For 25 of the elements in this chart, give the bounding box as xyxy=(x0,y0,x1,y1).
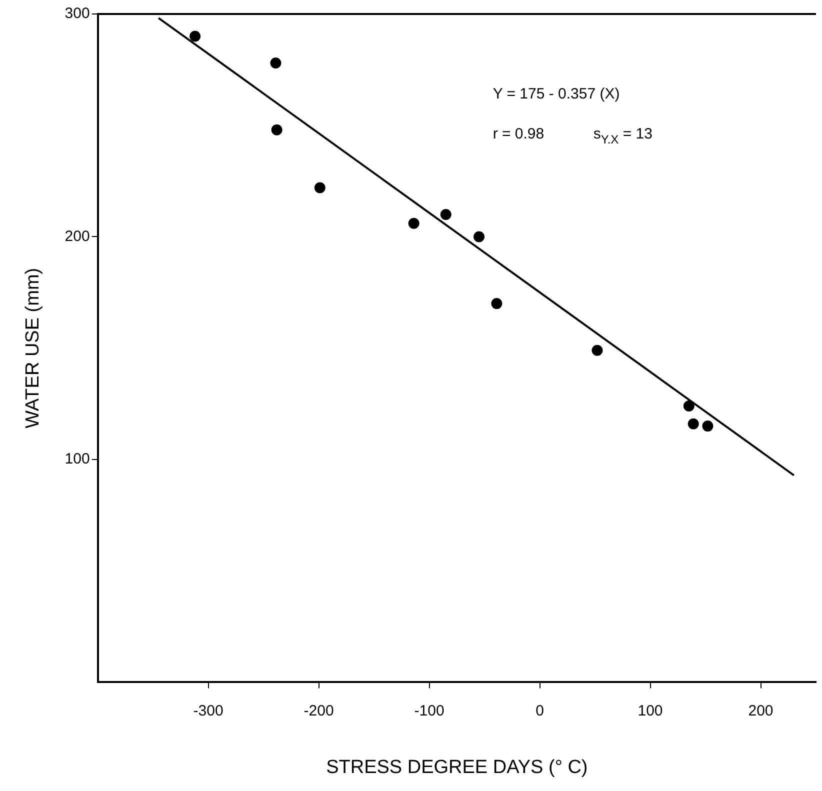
annotation: r = 0.98 xyxy=(492,125,544,142)
x-tick-label: 0 xyxy=(536,702,544,720)
x-tick-label: -300 xyxy=(193,702,224,720)
x-axis-title: STRESS DEGREE DAYS (° C) xyxy=(326,756,588,778)
point xyxy=(702,420,714,432)
point xyxy=(271,124,282,136)
x-tick-label: 200 xyxy=(748,702,774,720)
point xyxy=(474,231,485,242)
point xyxy=(683,400,694,412)
x-tick-label: 100 xyxy=(638,702,663,720)
point xyxy=(408,218,420,229)
y-tick-label: 200 xyxy=(64,228,90,245)
point xyxy=(190,30,201,42)
point xyxy=(491,298,502,310)
y-axis-title: WATER USE (mm) xyxy=(22,268,44,428)
point xyxy=(688,418,699,430)
point xyxy=(440,208,452,220)
y-tick-label: 100 xyxy=(64,450,90,468)
point xyxy=(314,182,326,194)
x-tick-label: -100 xyxy=(414,702,444,720)
annotation: Y = 175 - 0.357 (X) xyxy=(492,85,620,102)
y-tick-label: 300 xyxy=(64,5,90,22)
point xyxy=(270,58,282,68)
x-tick-label: -200 xyxy=(304,702,334,720)
point xyxy=(592,344,603,356)
